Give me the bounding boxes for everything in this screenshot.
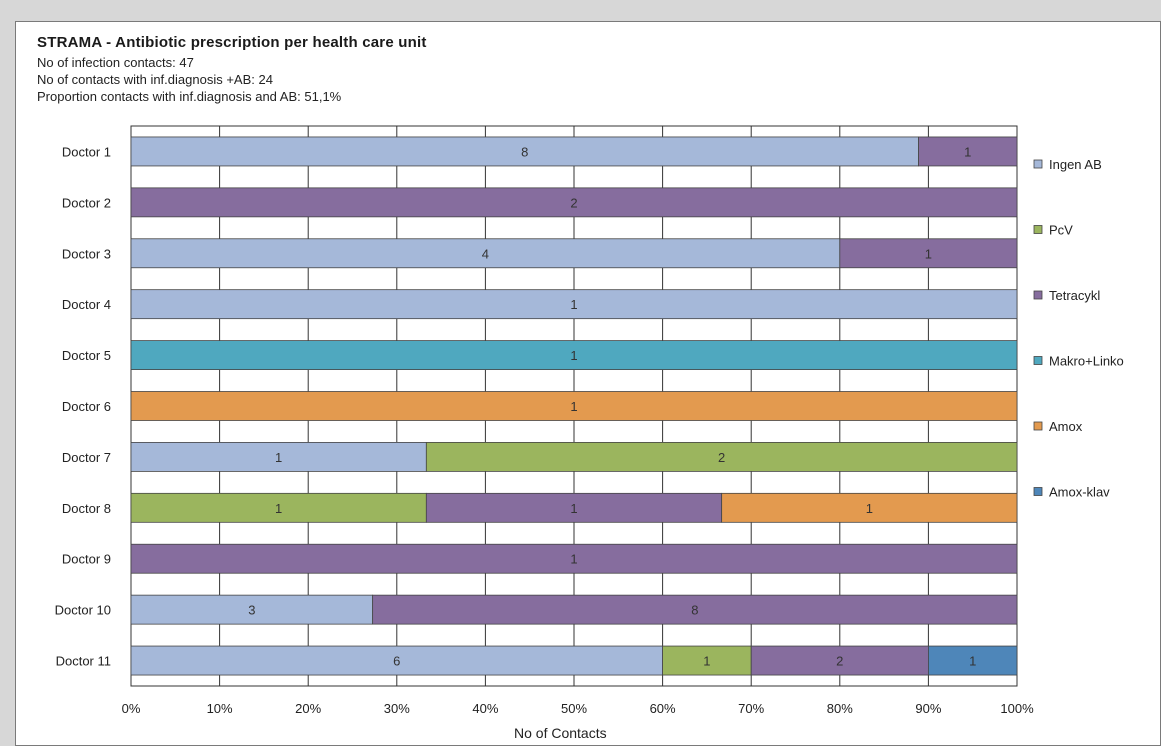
bar-value-label: 2 xyxy=(570,195,577,210)
x-axis-title: No of Contacts xyxy=(514,725,607,741)
legend-label: Tetracykl xyxy=(1049,288,1100,303)
bar-value-label: 1 xyxy=(275,501,282,516)
bar-value-label: 1 xyxy=(570,552,577,567)
bar-segment xyxy=(130,340,1018,370)
proportion-text: Proportion contacts with inf.diagnosis a… xyxy=(37,89,342,104)
bar-value-label: 1 xyxy=(275,450,282,465)
bar-segment xyxy=(130,289,1018,320)
y-category-label: Doctor 8 xyxy=(62,501,111,516)
x-tick-label: 50% xyxy=(561,701,587,716)
bar-segment xyxy=(130,442,427,472)
bar-segment xyxy=(928,645,1018,676)
bar-segment xyxy=(130,492,427,523)
legend-label: Makro+Linko xyxy=(1049,354,1124,369)
bar-segment xyxy=(662,645,752,676)
bar-segment xyxy=(839,238,1018,269)
bar-segment xyxy=(721,492,1018,523)
bar-value-label: 3 xyxy=(248,603,255,618)
x-tick-label: 60% xyxy=(650,701,676,716)
legend-swatch xyxy=(1033,159,1043,169)
y-category-label: Doctor 1 xyxy=(62,144,111,159)
bar-segment xyxy=(918,136,1018,167)
bar-segment xyxy=(130,187,1018,218)
chart-panel: STRAMA - Antibiotic prescription per hea… xyxy=(15,21,1161,746)
bar-value-label: 1 xyxy=(570,501,577,516)
bar-segment xyxy=(425,442,1018,472)
bar-value-label: 1 xyxy=(570,297,577,312)
legend-swatch xyxy=(1033,356,1043,365)
bar-segment xyxy=(372,594,1018,625)
bar-value-label: 1 xyxy=(964,144,971,159)
y-category-label: Doctor 9 xyxy=(62,552,111,567)
x-tick-label: 20% xyxy=(295,701,321,716)
contacts-with-ab-text: No of contacts with inf.diagnosis +AB: 2… xyxy=(37,72,273,87)
y-category-label: Doctor 11 xyxy=(56,654,111,669)
bar-segment xyxy=(130,594,374,625)
bar-segment xyxy=(130,238,841,269)
y-category-label: Doctor 2 xyxy=(62,195,111,210)
legend-label: Amox-klav xyxy=(1049,485,1110,500)
bar-value-label: 1 xyxy=(925,246,932,261)
bar-value-label: 8 xyxy=(521,144,528,159)
legend-swatch xyxy=(1033,487,1043,496)
bar-value-label: 8 xyxy=(691,603,698,618)
x-tick-label: 80% xyxy=(827,701,853,716)
y-category-label: Doctor 3 xyxy=(62,246,111,261)
y-category-label: Doctor 7 xyxy=(62,450,111,465)
legend-label: Ingen AB xyxy=(1049,157,1102,172)
y-category-label: Doctor 5 xyxy=(62,348,111,363)
y-category-label: Doctor 10 xyxy=(55,603,111,618)
x-tick-label: 0% xyxy=(122,701,141,716)
x-tick-label: 30% xyxy=(384,701,410,716)
legend-swatch xyxy=(1033,225,1043,234)
bar-value-label: 1 xyxy=(570,348,577,363)
bar-segment xyxy=(130,543,1018,574)
bar-value-label: 1 xyxy=(703,654,710,669)
legend-swatch xyxy=(1033,290,1043,300)
bar-value-label: 2 xyxy=(718,450,725,465)
x-tick-label: 70% xyxy=(738,701,764,716)
x-tick-label: 90% xyxy=(915,701,941,716)
bar-value-label: 1 xyxy=(570,399,577,414)
bar-value-label: 1 xyxy=(969,654,976,669)
bar-segment xyxy=(130,136,919,167)
x-tick-label: 40% xyxy=(472,701,498,716)
legend-label: Amox xyxy=(1049,419,1083,434)
bar-value-label: 1 xyxy=(866,501,873,516)
chart-plot: 0% 10% 20% 30% 40% 50% 60% 70% 80% 90% 100% Doctor … xyxy=(55,125,1124,716)
x-tick-label: 100% xyxy=(1000,701,1034,716)
x-tick-label: 10% xyxy=(207,701,233,716)
bar-segment xyxy=(130,391,1018,421)
y-category-label: Doctor 4 xyxy=(62,297,111,312)
bar-value-label: 4 xyxy=(482,246,489,261)
bar-value-label: 6 xyxy=(393,654,400,669)
legend-label: PcV xyxy=(1049,223,1073,238)
infection-contacts-text: No of infection contacts: 47 xyxy=(37,55,194,70)
bar-value-label: 2 xyxy=(836,654,843,669)
chart-title: STRAMA - Antibiotic prescription per hea… xyxy=(37,34,427,51)
y-category-label: Doctor 6 xyxy=(62,399,111,414)
legend-swatch xyxy=(1033,421,1043,431)
